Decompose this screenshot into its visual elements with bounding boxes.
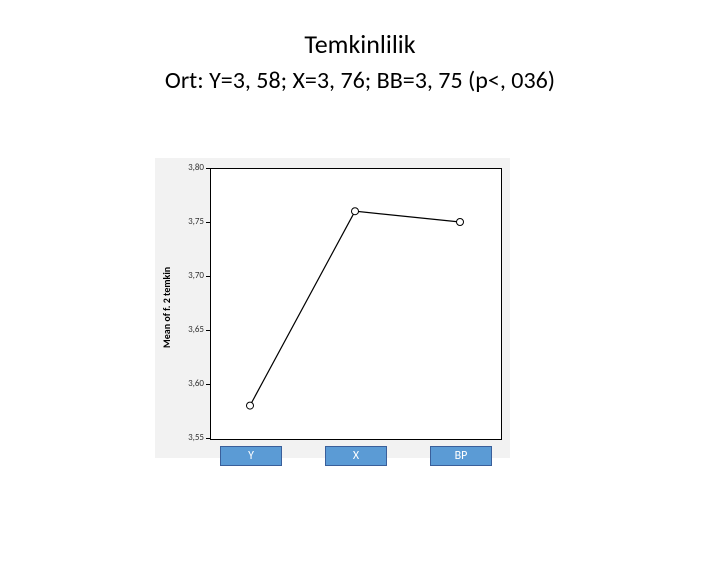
y-tick-mark (206, 168, 210, 169)
category-label-x: X (325, 446, 387, 466)
chart-container: Mean of f. 2 temkin 3,553,603,653,703,75… (155, 158, 535, 478)
y-tick-label: 3,60 (170, 378, 204, 389)
data-marker (247, 402, 254, 409)
y-tick-label: 3,70 (170, 270, 204, 281)
page-title: Temkinlilik (0, 28, 720, 60)
data-marker (457, 219, 464, 226)
y-tick-mark (206, 222, 210, 223)
y-tick-mark (206, 330, 210, 331)
data-marker (352, 208, 359, 215)
category-label-y: Y (220, 446, 282, 466)
category-label-bp: BP (430, 446, 492, 466)
y-tick-label: 3,75 (170, 216, 204, 227)
stats-subtitle: Ort: Y=3, 58; X=3, 76; BB=3, 75 (p<, 036… (0, 66, 720, 95)
y-tick-mark (206, 276, 210, 277)
y-tick-label: 3,55 (170, 432, 204, 443)
y-tick-label: 3,80 (170, 162, 204, 173)
series-line (250, 211, 460, 405)
y-tick-label: 3,65 (170, 324, 204, 335)
y-tick-mark (206, 438, 210, 439)
y-tick-mark (206, 384, 210, 385)
